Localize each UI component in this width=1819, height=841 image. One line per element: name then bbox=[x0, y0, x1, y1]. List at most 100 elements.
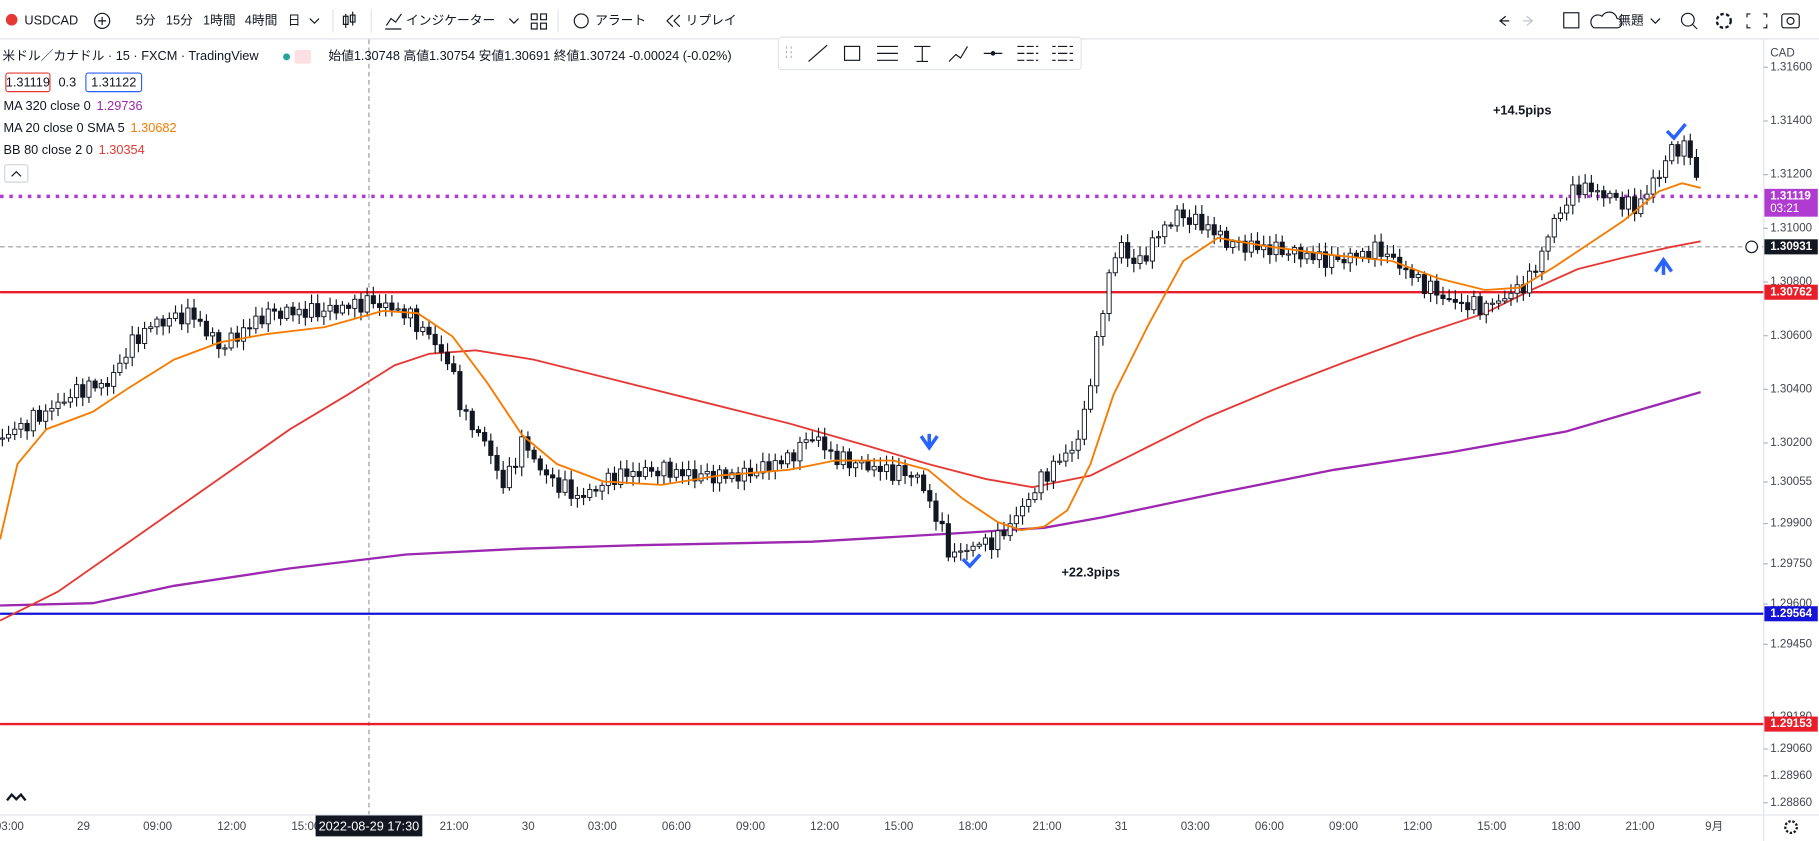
candle-body bbox=[1267, 244, 1273, 256]
chart-type-button[interactable] bbox=[342, 11, 356, 28]
candle-body bbox=[253, 315, 259, 330]
interval[interactable]: 4時間 bbox=[245, 12, 278, 27]
candle-body bbox=[877, 465, 883, 472]
candle-body bbox=[883, 464, 890, 472]
ask[interactable]: 1.31122 bbox=[91, 74, 136, 89]
level-label: 1.31119 bbox=[1770, 189, 1811, 202]
compare-button[interactable] bbox=[94, 12, 111, 29]
time-axis: 03:00 29 09:00 12:00 15:00 21:00 30 03:00 06:00 0… bbox=[0, 820, 1723, 833]
undo-button[interactable] bbox=[1499, 15, 1510, 26]
interval[interactable]: 5分 bbox=[136, 12, 156, 27]
level-label-box bbox=[1764, 606, 1818, 622]
candle-body bbox=[18, 422, 24, 430]
settings-button[interactable] bbox=[1715, 12, 1732, 29]
candle-body bbox=[1570, 184, 1576, 206]
candle-body bbox=[80, 384, 86, 398]
candle-body bbox=[1477, 296, 1483, 316]
candle-body bbox=[661, 461, 667, 477]
candle-body bbox=[1131, 257, 1137, 264]
time-tick-label: 21:00 bbox=[440, 820, 469, 833]
indicators-button[interactable]: インジケーター bbox=[406, 12, 495, 27]
candle-body bbox=[1656, 176, 1662, 179]
fullscreen-toggle[interactable] bbox=[1563, 12, 1580, 29]
candle-body bbox=[302, 308, 308, 318]
replay-button[interactable]: リプレイ bbox=[686, 12, 737, 27]
candle-body bbox=[1366, 250, 1372, 259]
candle-body bbox=[1304, 252, 1310, 260]
candle-body bbox=[1174, 209, 1180, 227]
candle-body bbox=[1390, 253, 1397, 258]
candle-body bbox=[1100, 313, 1106, 337]
trend-line-tool[interactable] bbox=[808, 44, 828, 62]
bid-box[interactable] bbox=[5, 72, 51, 93]
collapse-icon bbox=[11, 170, 22, 177]
indicator-label: MA 20 close 0 SMA 5 bbox=[4, 120, 125, 135]
axis-settings[interactable] bbox=[1784, 820, 1799, 835]
price-tick-label: 1.29750 bbox=[1770, 557, 1812, 570]
fib-tool[interactable] bbox=[877, 45, 898, 61]
candle-body bbox=[1545, 236, 1551, 252]
candle-body bbox=[1644, 193, 1650, 200]
candle-body bbox=[1378, 241, 1384, 257]
candle-body bbox=[914, 474, 920, 478]
drag-handle[interactable] bbox=[785, 46, 792, 61]
ask-box[interactable] bbox=[85, 72, 143, 93]
candle-body bbox=[989, 537, 995, 551]
candle-body bbox=[74, 384, 80, 399]
candle-body bbox=[513, 465, 519, 468]
level-label-box bbox=[1764, 188, 1818, 217]
candle-body bbox=[1137, 255, 1143, 264]
candle-body bbox=[364, 295, 370, 313]
dropdown[interactable] bbox=[1650, 18, 1661, 25]
candle-body bbox=[964, 549, 970, 552]
candle-body bbox=[1632, 196, 1638, 215]
bid[interactable]: 1.31119 bbox=[6, 74, 50, 89]
interval[interactable]: 1時間 bbox=[203, 12, 236, 27]
candle-body bbox=[642, 467, 648, 477]
layout-name[interactable]: 無題 bbox=[1618, 12, 1644, 27]
candle-body bbox=[1057, 460, 1063, 463]
fullscreen-button[interactable] bbox=[1746, 13, 1768, 29]
path-tool[interactable] bbox=[948, 46, 968, 62]
candle-body bbox=[475, 429, 482, 433]
time-tick-label: 09:00 bbox=[736, 820, 765, 833]
templates-button[interactable] bbox=[530, 13, 547, 30]
annotation: +22.3pips bbox=[1061, 564, 1119, 579]
collapse-button[interactable] bbox=[4, 164, 29, 183]
candle-body bbox=[172, 312, 179, 319]
channel-tool[interactable] bbox=[1017, 45, 1039, 61]
time-tick-label: 03:00 bbox=[0, 820, 24, 833]
text-tool[interactable] bbox=[914, 45, 931, 63]
candle-body bbox=[154, 318, 160, 328]
interval-active[interactable]: 15分 bbox=[166, 12, 193, 27]
candle-body bbox=[519, 436, 525, 468]
candle-body bbox=[958, 550, 964, 553]
time-tick-label: 21:00 bbox=[1626, 820, 1655, 833]
candle-body bbox=[890, 464, 896, 481]
candle-body bbox=[951, 551, 958, 558]
candle-body bbox=[840, 451, 846, 466]
candle-body bbox=[834, 450, 840, 466]
candle-body bbox=[414, 308, 420, 332]
search-button[interactable] bbox=[1680, 12, 1695, 27]
candle-body bbox=[673, 469, 679, 478]
dropdown[interactable] bbox=[508, 18, 519, 25]
replay-icon bbox=[666, 14, 681, 28]
symbol[interactable]: USDCAD bbox=[24, 12, 78, 27]
time-tick-label: 06:00 bbox=[1255, 820, 1284, 833]
candle-body bbox=[142, 327, 148, 344]
interval-dropdown[interactable] bbox=[309, 18, 320, 25]
interval[interactable]: 日 bbox=[288, 12, 301, 27]
candle-body bbox=[160, 318, 166, 327]
currency: CAD bbox=[1770, 46, 1794, 59]
redo-button[interactable] bbox=[1523, 15, 1534, 26]
candle-body bbox=[1143, 255, 1149, 262]
screenshot-button[interactable] bbox=[1781, 13, 1800, 29]
candle-body bbox=[766, 461, 772, 472]
rectangle-tool[interactable] bbox=[843, 45, 861, 61]
candle-body bbox=[815, 436, 822, 441]
candle-body bbox=[321, 310, 327, 318]
alert-button[interactable]: アラート bbox=[595, 12, 646, 27]
